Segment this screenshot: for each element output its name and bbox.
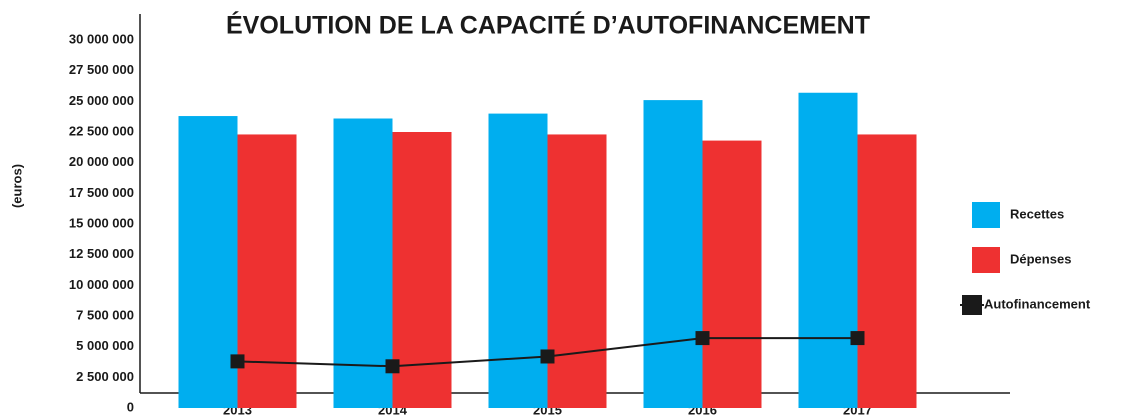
bar xyxy=(798,92,858,408)
y-tick-label: 27 500 000 xyxy=(69,62,134,77)
y-tick-label: 17 500 000 xyxy=(69,185,134,200)
legend-swatch xyxy=(972,247,1000,273)
bar xyxy=(392,132,452,408)
bar xyxy=(488,113,548,408)
line-marker xyxy=(385,359,400,374)
legend-marker xyxy=(962,295,982,315)
y-axis-label: (euros) xyxy=(9,164,24,208)
line-marker xyxy=(695,331,710,346)
y-tick-label: 0 xyxy=(127,399,134,414)
bar xyxy=(857,134,917,408)
line-marker xyxy=(230,354,245,369)
legend-swatch xyxy=(972,202,1000,228)
legend-label: Dépenses xyxy=(1010,251,1071,266)
legend-label: Recettes xyxy=(1010,206,1064,221)
line-marker xyxy=(850,331,865,346)
y-tick-label: 20 000 000 xyxy=(69,154,134,169)
y-tick-label: 22 500 000 xyxy=(69,123,134,138)
bar xyxy=(178,116,238,408)
line-marker xyxy=(540,349,555,364)
legend-label: Autofinancement xyxy=(984,296,1091,311)
bar xyxy=(333,118,393,409)
y-tick-label: 15 000 000 xyxy=(69,215,134,230)
y-tick-label: 12 500 000 xyxy=(69,246,134,261)
bar xyxy=(237,134,297,408)
y-tick-label: 10 000 000 xyxy=(69,277,134,292)
bar xyxy=(702,140,762,408)
y-tick-label: 5 000 000 xyxy=(76,338,134,353)
y-tick-label: 2 500 000 xyxy=(76,369,134,384)
bar xyxy=(643,100,703,409)
bar xyxy=(547,134,607,408)
y-tick-label: 25 000 000 xyxy=(69,93,134,108)
y-tick-label: 7 500 000 xyxy=(76,307,134,322)
chart-title: ÉVOLUTION DE LA CAPACITÉ D’AUTOFINANCEME… xyxy=(226,11,870,40)
y-tick-label: 30 000 000 xyxy=(69,31,134,46)
